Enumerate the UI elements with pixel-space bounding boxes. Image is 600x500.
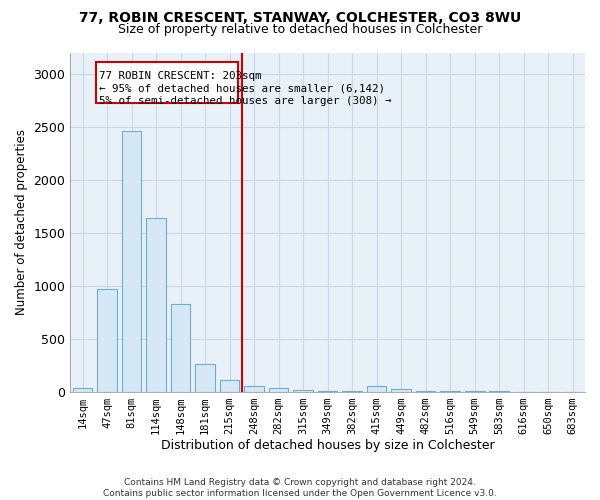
Text: 77, ROBIN CRESCENT, STANWAY, COLCHESTER, CO3 8WU: 77, ROBIN CRESCENT, STANWAY, COLCHESTER,… [79, 11, 521, 25]
Text: Contains HM Land Registry data © Crown copyright and database right 2024.
Contai: Contains HM Land Registry data © Crown c… [103, 478, 497, 498]
Bar [391, 390, 411, 392]
Bar [293, 390, 313, 392]
Bar [97, 289, 117, 392]
Bar [122, 131, 142, 392]
Bar [244, 386, 264, 392]
Bar [220, 380, 239, 392]
Text: 77 ROBIN CRESCENT: 203sqm: 77 ROBIN CRESCENT: 203sqm [99, 70, 262, 81]
X-axis label: Distribution of detached houses by size in Colchester: Distribution of detached houses by size … [161, 440, 494, 452]
Y-axis label: Number of detached properties: Number of detached properties [15, 129, 28, 315]
Bar [269, 388, 289, 392]
Text: 5% of semi-detached houses are larger (308) →: 5% of semi-detached houses are larger (3… [99, 96, 391, 106]
Text: ← 95% of detached houses are smaller (6,142): ← 95% of detached houses are smaller (6,… [99, 83, 385, 93]
Bar [367, 386, 386, 392]
Bar [195, 364, 215, 392]
Text: Size of property relative to detached houses in Colchester: Size of property relative to detached ho… [118, 22, 482, 36]
Bar [146, 218, 166, 392]
Bar [73, 388, 92, 392]
Bar [343, 391, 362, 392]
Bar [171, 304, 190, 392]
FancyBboxPatch shape [96, 62, 238, 104]
Bar [318, 390, 337, 392]
